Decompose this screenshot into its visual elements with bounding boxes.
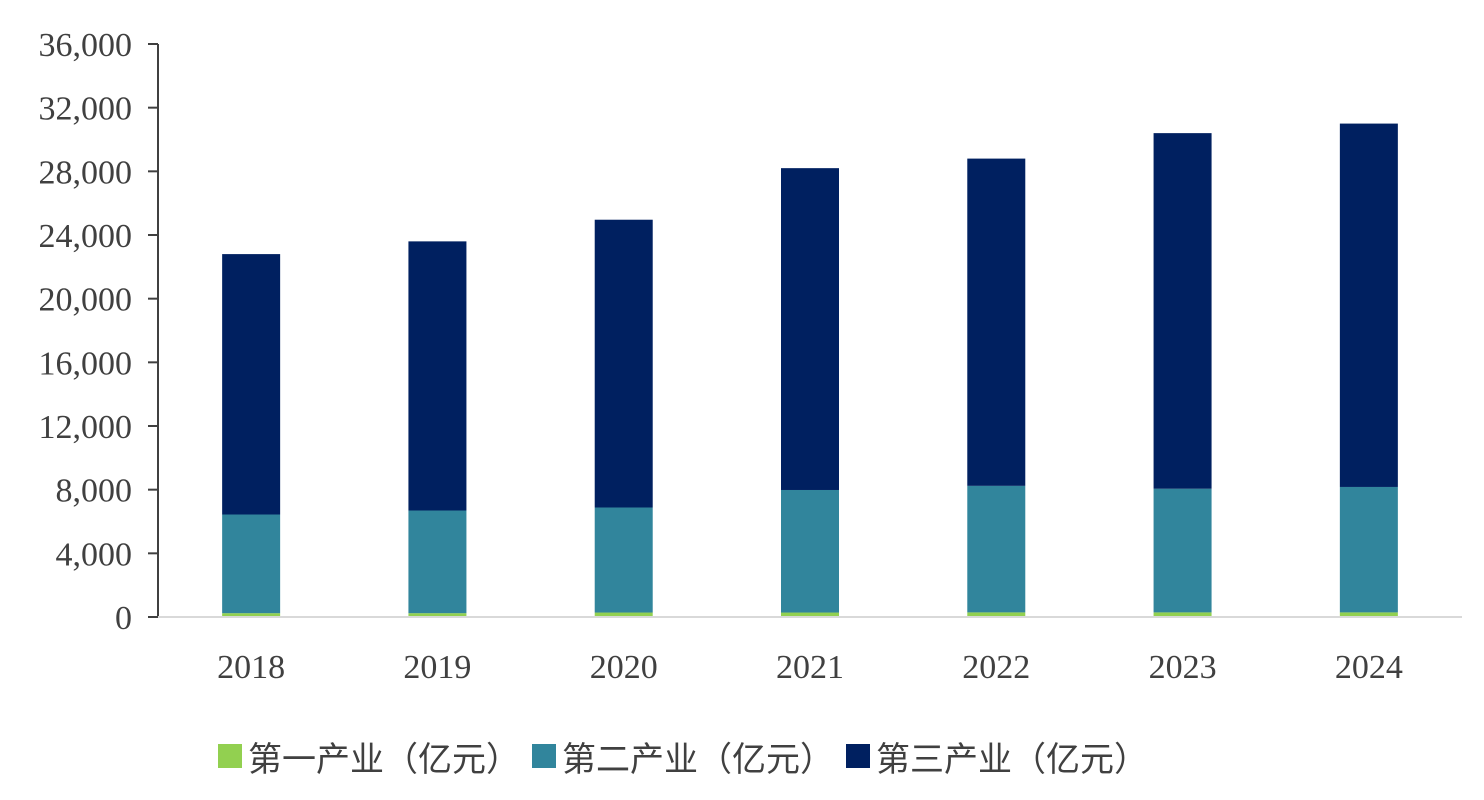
bar-2019-series-1 [408,613,467,617]
bar-2022-series-1 [967,612,1026,617]
legend-label: 第三产业（亿元） [876,739,1148,780]
bar-2021-series-1 [781,612,839,617]
bar-2019-series-3 [408,241,467,511]
y-tick-label: 16,000 [39,345,133,382]
chart: 0 4,000 8,000 12,000 16,000 20,000 24,000 28,00… [39,27,1462,686]
bar-2020-series-2 [594,507,653,613]
x-tick-label: 2021 [776,649,844,686]
bar-2021-series-2 [781,489,839,613]
x-tick-label: 2018 [217,649,285,686]
y-tick-label: 20,000 [39,282,133,319]
y-tick-label: 32,000 [39,91,133,128]
y-tick-label: 0 [115,600,132,637]
legend-swatch [218,744,242,768]
bar-2024-series-3 [1339,123,1398,487]
x-axis: 2018 2019 2020 2021 2022 2023 2024 [158,616,1462,686]
y-tick-label: 4,000 [56,536,133,573]
bars [222,123,1398,617]
x-tick-label: 2020 [590,649,658,686]
bar-2018-series-3 [222,254,281,515]
bar-2023-series-2 [1153,488,1212,613]
legend-swatch [846,744,870,768]
bar-2023-series-1 [1153,612,1212,617]
x-tick-label: 2019 [403,649,471,686]
legend: 第一产业（亿元） 第二产业（亿元） 第三产业（亿元） [218,728,1160,784]
y-tick-label: 28,000 [39,154,133,191]
bar-2022-series-3 [967,158,1026,486]
y-tick-label: 36,000 [39,27,133,64]
bar-2021-series-3 [781,168,839,490]
legend-label: 第二产业（亿元） [562,739,834,780]
legend-swatch [532,744,556,768]
y-tick-label: 24,000 [39,218,133,255]
legend-item-series-2: 第二产业（亿元） [532,732,834,781]
bar-2018-series-1 [222,613,281,617]
legend-item-series-1: 第一产业（亿元） [218,732,520,781]
x-tick-label: 2022 [962,649,1030,686]
bar-2020-series-3 [594,219,653,508]
bar-2019-series-2 [408,510,467,614]
bar-2024-series-1 [1339,612,1398,617]
bar-2024-series-2 [1339,486,1398,613]
legend-label: 第一产业（亿元） [248,739,520,780]
bar-2022-series-2 [967,485,1026,613]
bar-2018-series-2 [222,514,281,614]
x-tick-label: 2024 [1335,649,1403,686]
bar-2023-series-3 [1153,133,1212,489]
y-tick-label: 12,000 [39,409,133,446]
y-axis: 0 4,000 8,000 12,000 16,000 20,000 24,000 28,00… [39,27,159,637]
y-tick-label: 8,000 [56,473,133,510]
legend-item-series-3: 第三产业（亿元） [846,732,1148,781]
bar-2020-series-1 [594,612,653,617]
x-tick-label: 2023 [1149,649,1217,686]
